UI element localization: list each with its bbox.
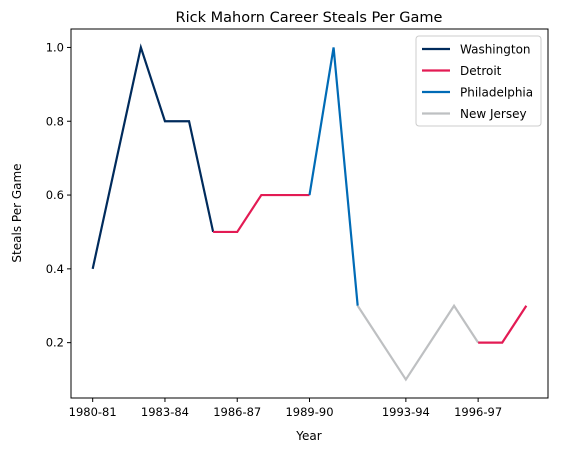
- series-layer: [91, 43, 528, 382]
- y-tick-label: 0.8: [46, 114, 64, 128]
- legend-label-philadelphia: Philadelphia: [460, 86, 533, 100]
- y-axis-label: Steals Per Game: [10, 163, 24, 262]
- x-tick-label: 1980-81: [69, 405, 117, 419]
- x-tick-label: 1993-94: [382, 405, 430, 419]
- y-tick-label: 0.4: [46, 262, 64, 276]
- legend-label-detroit: Detroit: [460, 64, 502, 78]
- y-axis: 0.2 0.4 0.6 0.8 1.0: [46, 40, 71, 350]
- legend-box: [415, 35, 542, 127]
- legend-label-new-jersey: New Jersey: [460, 107, 527, 121]
- y-tick-label: 0.2: [46, 336, 64, 350]
- x-axis-label: Year: [295, 429, 321, 443]
- series-line-washington: [91, 43, 215, 270]
- legend-label-washington: Washington: [460, 43, 531, 57]
- x-tick-label: 1983-84: [141, 405, 189, 419]
- chart-title: Rick Mahorn Career Steals Per Game: [176, 10, 443, 26]
- series-line-detroit: [213, 193, 310, 234]
- legend: Washington Detroit Philadelphia New Jersey: [415, 35, 542, 127]
- x-tick-label: 1996-97: [454, 405, 502, 419]
- y-tick-label: 1.0: [46, 40, 64, 54]
- x-tick-label: 1986-87: [213, 405, 261, 419]
- y-tick-label: 0.6: [46, 188, 64, 202]
- series-line-philadelphia: [308, 47, 359, 306]
- x-axis: 1980-81 1983-84 1986-87 1989-90 1993-94 1996-…: [69, 398, 502, 419]
- series-line-new-jersey: [356, 303, 480, 382]
- series-line-detroit-second-stint: [478, 305, 528, 344]
- x-tick-label: 1989-90: [285, 405, 333, 419]
